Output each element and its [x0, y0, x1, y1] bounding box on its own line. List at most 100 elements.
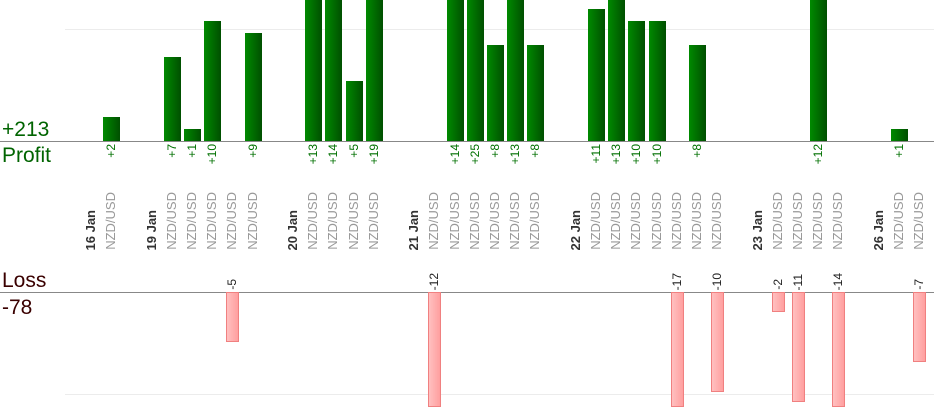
profit-value-label: +13 — [609, 144, 624, 165]
pair-label: NZD/USD — [911, 192, 927, 250]
profit-value-label: +10 — [205, 144, 220, 165]
loss-bar — [771, 292, 785, 312]
loss-bar — [792, 292, 805, 402]
pair-label: NZD/USD — [426, 192, 442, 250]
pair-label: NZD/USD — [668, 192, 684, 250]
profit-bar — [507, 0, 525, 141]
profit-value-label: +14 — [326, 144, 341, 165]
profit-bar — [184, 129, 201, 141]
loss-bar — [711, 292, 725, 392]
profit-bar — [163, 57, 181, 141]
pair-label: NZD/USD — [527, 192, 543, 250]
loss-value-label: -7 — [912, 279, 927, 290]
profit-bar — [608, 0, 626, 141]
profit-value-label: +25 — [467, 144, 482, 165]
loss-baseline — [0, 292, 934, 293]
date-label: 16 Jan — [83, 209, 98, 250]
profit-value-label: +14 — [447, 144, 462, 165]
loss-value-label: -10 — [710, 272, 725, 290]
profit-bar — [103, 117, 121, 141]
profit-value-label: +19 — [366, 144, 381, 165]
pair-label: NZD/USD — [244, 192, 260, 250]
pair-label: NZD/USD — [325, 192, 341, 250]
profit-value-label: +10 — [649, 144, 664, 165]
loss-total: -78 — [2, 296, 33, 319]
profit-bar — [891, 129, 908, 141]
pair-label: NZD/USD — [588, 192, 603, 250]
profit-bar — [588, 9, 605, 141]
pair-label: NZD/USD — [163, 192, 179, 250]
profit-value-label: +1 — [892, 144, 906, 158]
profit-bar — [244, 33, 262, 141]
pair-label: NZD/USD — [345, 192, 361, 250]
loss-value-label: -17 — [669, 272, 684, 290]
profit-value-label: +12 — [811, 144, 826, 165]
pair-label: NZD/USD — [103, 192, 119, 250]
loss-bar — [913, 292, 927, 362]
date-label: 23 Jan — [749, 209, 765, 250]
pair-label: NZD/USD — [709, 192, 725, 250]
profit-value-label: +1 — [185, 144, 199, 158]
date-label: 26 Jan — [870, 209, 886, 250]
profit-value-label: +13 — [306, 144, 321, 165]
pair-label: NZD/USD — [466, 192, 482, 250]
profit-value-label: +5 — [346, 144, 361, 158]
profit-bar — [365, 0, 383, 141]
profit-bar — [527, 45, 545, 141]
loss-value-label: -14 — [831, 272, 846, 290]
profit-bar — [810, 0, 828, 141]
loss-bar — [226, 292, 240, 342]
profit-title: Profit — [2, 144, 52, 167]
pair-label: NZD/USD — [810, 192, 826, 250]
profit-value-label: +11 — [589, 144, 603, 164]
pair-label: NZD/USD — [507, 192, 523, 250]
loss-value-label: -12 — [427, 272, 442, 290]
date-label: 21 Jan — [406, 209, 422, 250]
pair-label: NZD/USD — [305, 192, 321, 250]
profit-bar — [648, 21, 666, 141]
profit-value-label: +8 — [528, 144, 543, 158]
pair-label: NZD/USD — [648, 192, 664, 250]
pair-label: NZD/USD — [446, 192, 462, 250]
profit-bar — [628, 21, 646, 141]
loss-bar — [832, 292, 846, 407]
pair-label: NZD/USD — [224, 192, 240, 250]
pair-label: NZD/USD — [204, 192, 220, 250]
profit-bar — [446, 0, 464, 141]
profit-value-label: +13 — [508, 144, 523, 165]
profit-gridline — [65, 29, 934, 30]
pair-label: NZD/USD — [689, 192, 704, 250]
profit-bar — [305, 0, 323, 141]
pair-label: NZD/USD — [830, 192, 846, 250]
profit-value-label: +8 — [690, 144, 704, 158]
pair-label: NZD/USD — [608, 192, 624, 250]
profit-value-label: +2 — [104, 144, 119, 158]
profit-bar — [204, 21, 222, 141]
loss-value-label: -11 — [791, 273, 805, 290]
profit-bar — [325, 0, 343, 141]
pair-label: NZD/USD — [790, 192, 805, 250]
loss-value-label: -5 — [225, 279, 240, 290]
profit-bar — [466, 0, 484, 141]
profit-bar — [487, 45, 504, 141]
pair-label: NZD/USD — [487, 192, 502, 250]
pair-label: NZD/USD — [628, 192, 644, 250]
date-label: 22 Jan — [567, 209, 583, 250]
loss-gridline — [65, 394, 934, 395]
profit-total: +213 — [2, 118, 50, 141]
profit-baseline — [0, 141, 934, 142]
profit-value-label: +7 — [164, 144, 179, 158]
profit-value-label: +9 — [245, 144, 260, 158]
pair-label: NZD/USD — [184, 192, 199, 250]
loss-bar — [428, 292, 442, 407]
pair-label: NZD/USD — [769, 192, 785, 250]
pair-label: NZD/USD — [365, 192, 381, 250]
date-label: 20 Jan — [285, 209, 300, 250]
pair-label: NZD/USD — [891, 192, 906, 250]
date-label: 19 Jan — [143, 209, 159, 250]
loss-value-label: -2 — [770, 279, 785, 290]
profit-value-label: +8 — [488, 144, 502, 158]
profit-value-label: +10 — [629, 144, 644, 165]
loss-title: Loss — [2, 269, 47, 292]
loss-bar — [670, 292, 684, 407]
